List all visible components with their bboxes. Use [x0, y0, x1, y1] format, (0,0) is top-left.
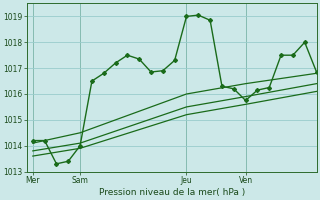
X-axis label: Pression niveau de la mer( hPa ): Pression niveau de la mer( hPa )	[99, 188, 245, 197]
